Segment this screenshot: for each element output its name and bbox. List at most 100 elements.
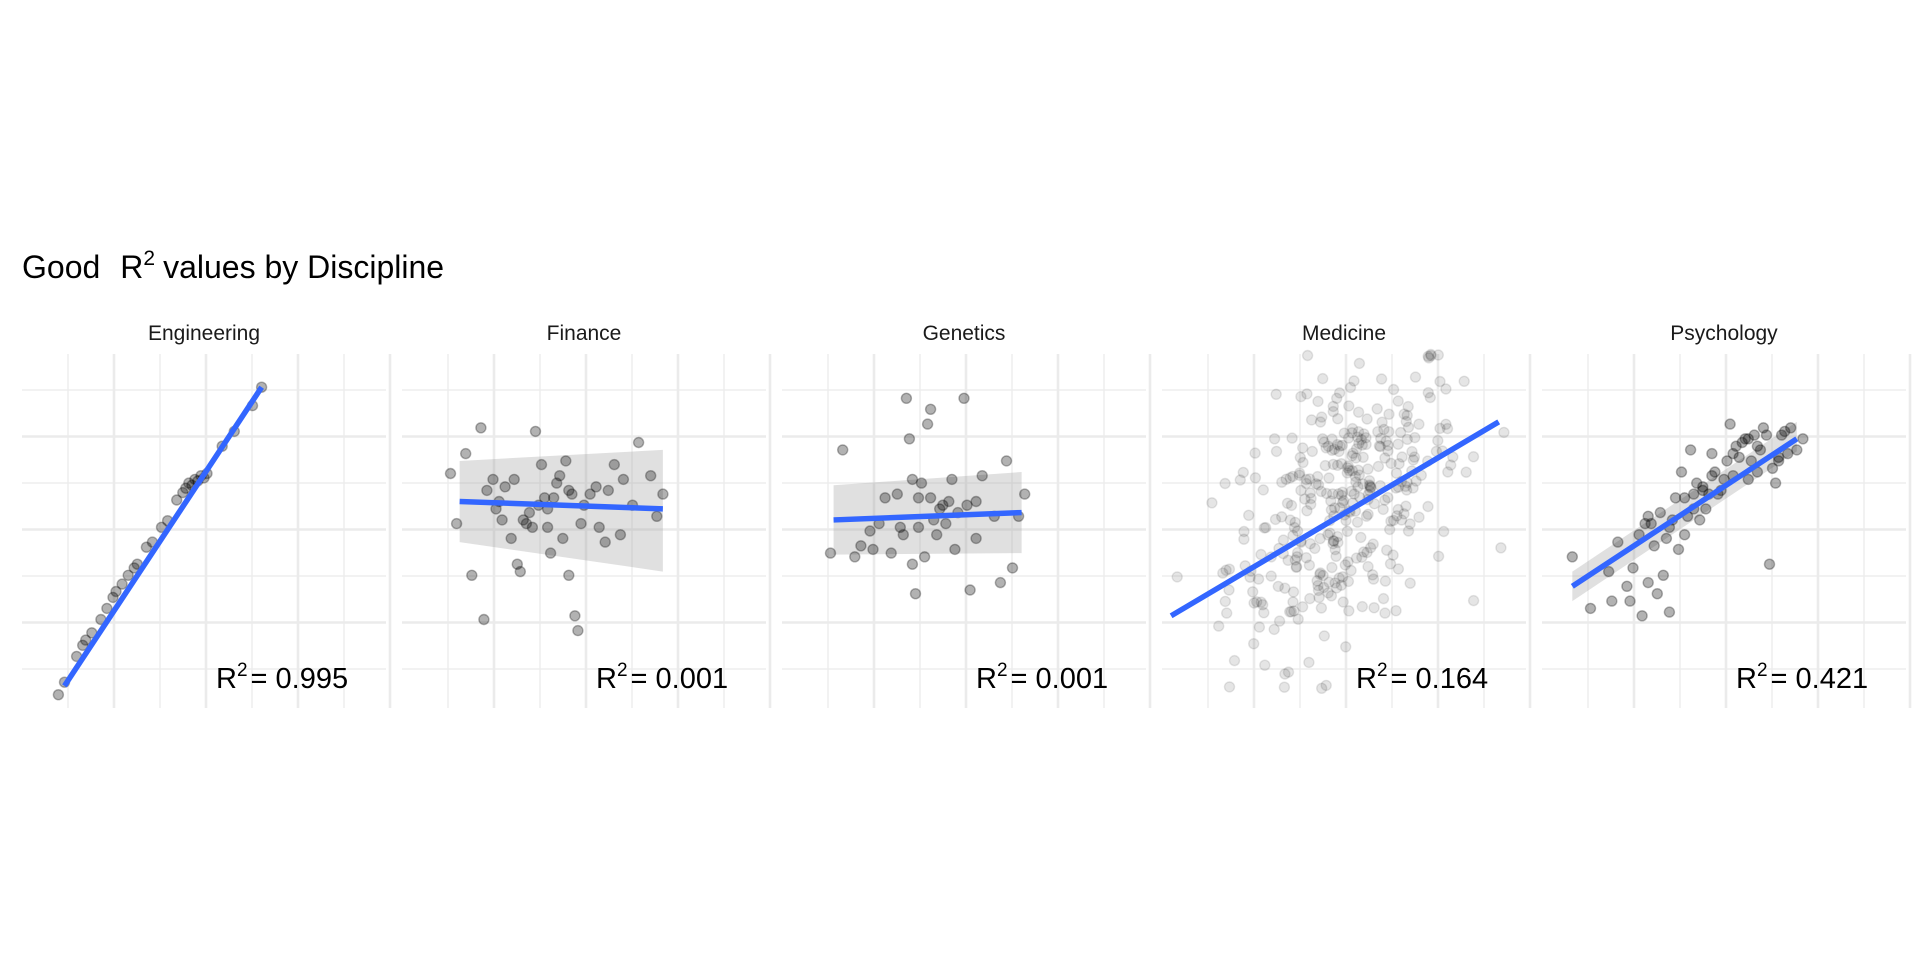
data-point [1309,542,1321,555]
data-point [1407,482,1419,494]
data-point [1333,445,1345,458]
data-point [1371,403,1383,415]
data-point [1339,641,1352,653]
data-point [1363,479,1376,491]
data-point [1306,445,1319,458]
data-point [964,584,976,596]
data-point [1246,586,1259,598]
data-point [1312,579,1324,592]
data-point [1760,429,1773,441]
data-point [1327,458,1340,471]
data-point [906,473,919,486]
data-point [1314,416,1327,428]
data-point [1282,666,1295,678]
data-point [879,492,891,504]
data-point [1312,395,1324,408]
data-point [1355,531,1367,544]
data-point [1775,429,1788,441]
data-point [1336,439,1349,451]
facet-psychology: Psychology R2 = 0.421 [1542,322,1912,708]
data-point [1327,405,1340,418]
data-point [1763,558,1776,570]
data-point [584,488,596,500]
data-point [1258,607,1270,619]
data-point [1314,567,1327,579]
data-point [1654,506,1667,519]
data-point [1327,400,1340,413]
data-point [1404,518,1416,530]
data-point [1234,474,1247,486]
data-point [1675,466,1688,478]
data-point [475,422,487,434]
data-point [1340,514,1352,527]
data-point [1287,596,1299,608]
data-point [1223,584,1235,596]
data-point [1342,575,1355,588]
data-point [1300,477,1313,490]
data-point [1342,556,1354,568]
data-point [1320,487,1333,500]
data-point [1373,440,1386,452]
data-point [1322,440,1335,452]
data-point [1566,551,1579,563]
data-point [140,541,153,553]
data-point [1318,630,1331,642]
r-squared-value: = 0.995 [251,663,349,695]
data-point [1400,484,1413,496]
data-point [1364,542,1377,554]
data-point [1390,467,1403,479]
data-point [1257,484,1270,496]
data-point [1345,485,1358,497]
data-point [1364,480,1376,492]
data-point [1285,606,1297,618]
data-point [1358,428,1370,440]
r-squared-superscript: 2 [1757,660,1768,681]
data-point [1410,475,1422,487]
data-point [554,470,566,482]
data-point [593,521,605,533]
data-point [1315,485,1327,498]
data-point [1434,375,1446,388]
data-point [1331,438,1344,451]
data-point [1277,534,1290,546]
r-squared-value: = 0.001 [631,663,729,695]
data-point [1290,561,1303,573]
data-point [1434,422,1446,435]
data-point [460,447,472,460]
data-point [1778,425,1791,438]
r-squared-superscript: 2 [1377,660,1388,681]
data-point [1437,525,1450,538]
data-point [1171,571,1183,583]
regression-line [459,498,663,512]
data-point [909,588,922,600]
data-point [1709,466,1721,478]
data-point [1400,415,1413,428]
facet-genetics: Genetics R2 = 0.001 [782,322,1152,708]
data-point [478,613,490,626]
data-point [1347,447,1359,459]
data-point [1272,580,1285,593]
data-point [1367,538,1379,550]
data-point [1334,440,1346,452]
regression-line [1570,436,1799,589]
data-point [1301,505,1313,517]
data-point [1296,442,1309,454]
data-point [1223,563,1236,575]
data-point [1223,681,1236,693]
data-point [520,517,533,530]
data-point [924,492,937,504]
chart-title-r: R [120,249,143,285]
data-point [1797,433,1809,445]
data-point [931,529,943,541]
data-point [1285,499,1298,512]
data-point [599,536,611,548]
data-point [1395,514,1408,526]
data-point [551,477,563,489]
data-point [1332,488,1345,500]
data-point [1345,564,1357,577]
data-point [538,492,551,504]
data-point [1270,388,1282,400]
data-point [1353,437,1365,450]
data-point [1422,500,1434,513]
data-point [1606,595,1618,607]
